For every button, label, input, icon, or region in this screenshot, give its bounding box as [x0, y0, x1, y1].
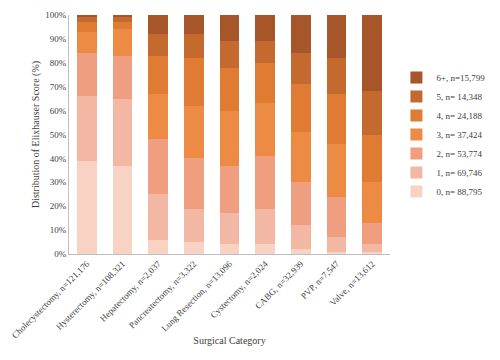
- svg-text:Lung Resection, n=13,096: Lung Resection, n=13,096: [159, 258, 234, 333]
- svg-text:40%: 40%: [50, 154, 67, 164]
- svg-text:0%: 0%: [54, 249, 67, 259]
- svg-text:CABG, n=32,939: CABG, n=32,939: [253, 258, 306, 311]
- svg-text:60%: 60%: [50, 106, 67, 116]
- svg-text:30%: 30%: [50, 177, 67, 187]
- svg-text:20%: 20%: [50, 201, 67, 211]
- svg-text:4, n= 24,188: 4, n= 24,188: [436, 111, 482, 121]
- svg-text:Cholecystectomy, n=121,176: Cholecystectomy, n=121,176: [10, 258, 92, 340]
- svg-text:5, n= 14,348: 5, n= 14,348: [436, 92, 482, 102]
- svg-text:6+, n=15,799: 6+, n=15,799: [436, 73, 485, 83]
- svg-text:Hepatectomy, n=2,037: Hepatectomy, n=2,037: [98, 258, 163, 323]
- svg-text:Hysterectomy, n=108,321: Hysterectomy, n=108,321: [54, 259, 127, 332]
- svg-text:80%: 80%: [50, 58, 67, 68]
- svg-text:Cystectomy, n=2,024: Cystectomy, n=2,024: [208, 258, 270, 320]
- svg-text:100%: 100%: [45, 10, 67, 20]
- svg-text:Distribution of Elixhauser Sco: Distribution of Elixhauser Score (%): [30, 61, 42, 208]
- svg-text:70%: 70%: [50, 82, 67, 92]
- svg-text:PVP, n=7,547: PVP, n=7,547: [299, 258, 342, 301]
- svg-text:0, n= 88,795: 0, n= 88,795: [436, 187, 482, 197]
- svg-text:10%: 10%: [50, 225, 67, 235]
- svg-text:90%: 90%: [50, 34, 67, 44]
- svg-text:Surgical Category: Surgical Category: [193, 335, 265, 346]
- svg-text:Pancreatectomy, n=3,322: Pancreatectomy, n=3,322: [127, 259, 199, 331]
- svg-text:1, n= 69,746: 1, n= 69,746: [436, 168, 482, 178]
- svg-text:50%: 50%: [50, 130, 67, 140]
- svg-text:3, n= 37,424: 3, n= 37,424: [436, 130, 482, 140]
- svg-text:Valve, n=13,612: Valve, n=13,612: [328, 259, 377, 308]
- svg-text:2, n= 53,774: 2, n= 53,774: [436, 149, 482, 159]
